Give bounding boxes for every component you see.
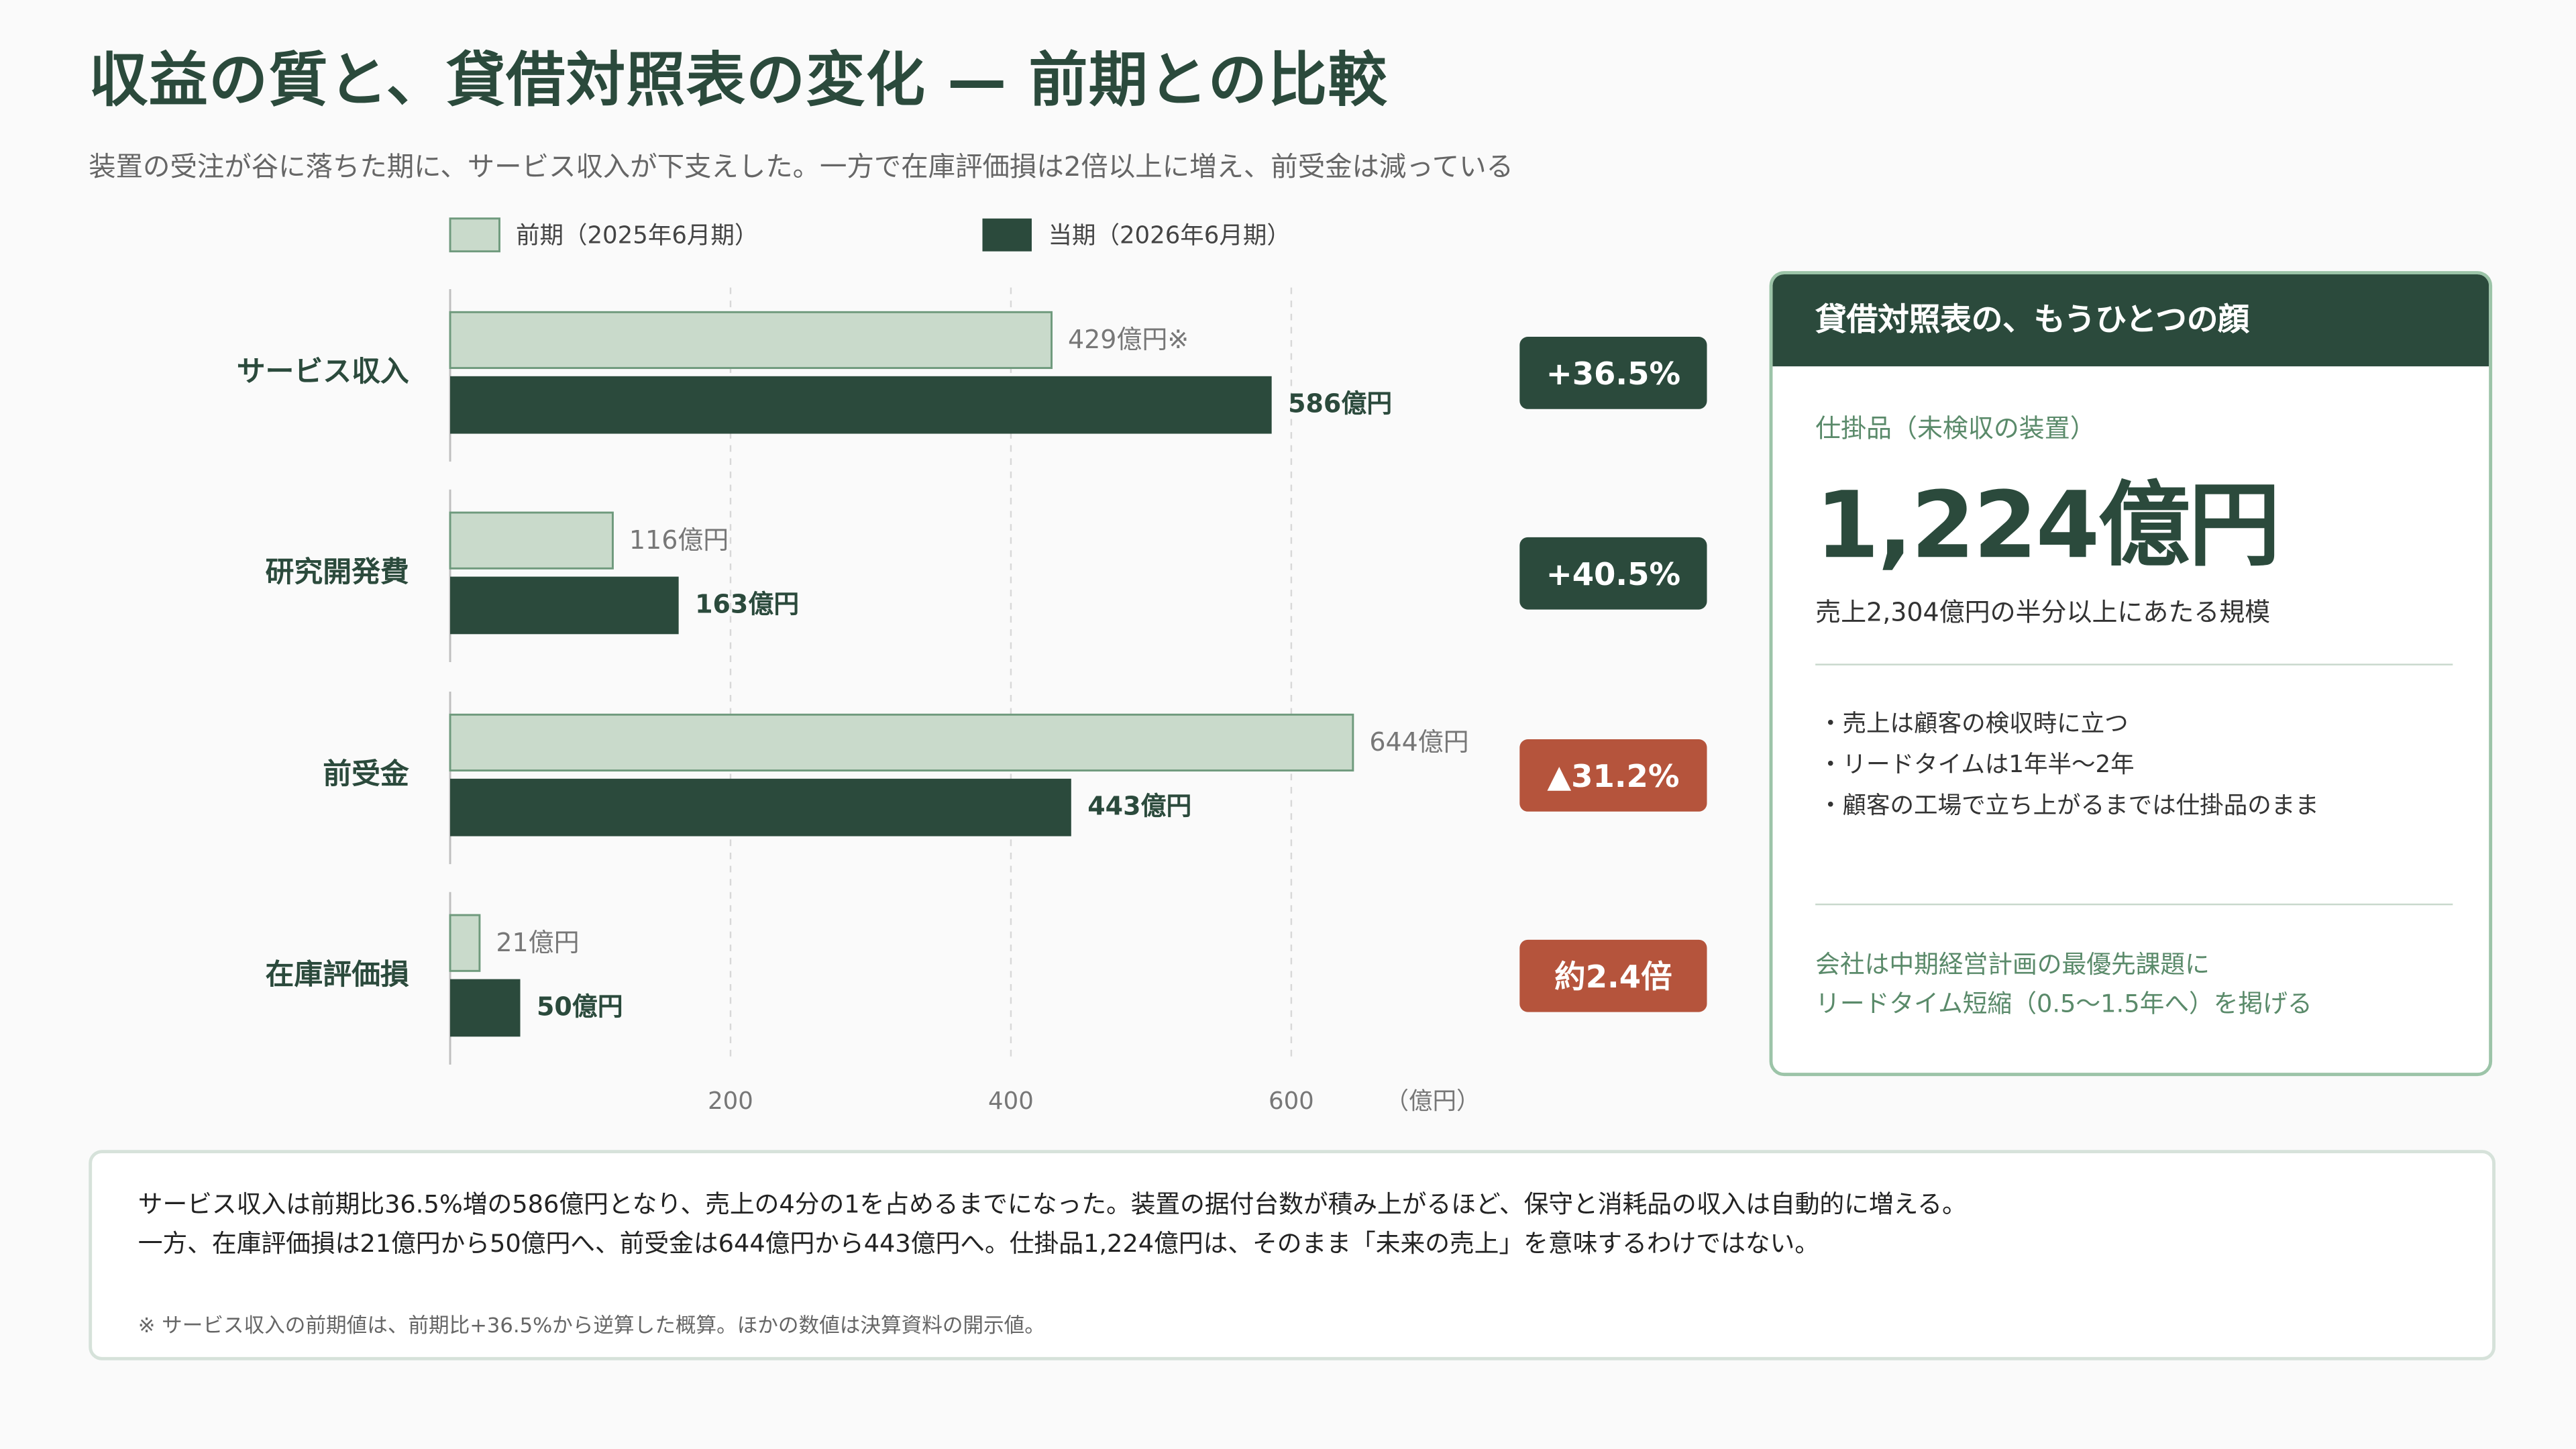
card-bullet-list: 売上は顧客の検収時に立つ リードタイムは1年半〜2年 顧客の工場で立ち上がるまで… bbox=[1819, 705, 2319, 828]
bar-previous bbox=[449, 713, 1354, 772]
page-subtitle: 装置の受注が谷に落ちた期に、サービス収入が下支えした。一方で在庫評価損は2倍以上… bbox=[89, 151, 1513, 182]
balance-sheet-card: 貸借対照表の、もうひとつの顔 仕掛品（未検収の装置） 1,224億円 売上2,3… bbox=[1769, 271, 2493, 1077]
change-badge-label: +36.5% bbox=[1546, 356, 1680, 392]
card-note-line: 会社は中期経営計画の最優先課題に bbox=[1815, 949, 2210, 979]
x-tick-label: 600 bbox=[1269, 1087, 1314, 1115]
card-bullet: 顧客の工場で立ち上がるまでは仕掛品のまま bbox=[1819, 787, 2319, 828]
card-big-value: 1,224億円 bbox=[1815, 473, 2280, 580]
bar-chart: 前期（2025年6月期） 当期（2026年6月期） サービス収入 429億円※ 58… bbox=[237, 217, 1707, 1115]
legend-label-previous: 前期（2025年6月期） bbox=[516, 221, 758, 249]
change-badge bbox=[1519, 537, 1707, 610]
summary-line: サービス収入は前期比36.5%増の586億円となり、売上の4分の1を占めるまでに… bbox=[138, 1189, 1967, 1220]
summary-line: 一方、在庫評価損は21億円から50億円へ、前受金は644億円から443億円へ。仕… bbox=[138, 1228, 1819, 1258]
x-tick-label: 200 bbox=[708, 1087, 753, 1115]
bar-previous bbox=[449, 914, 481, 972]
value-label-current: 50億円 bbox=[537, 991, 623, 1021]
summary-box: サービス収入は前期比36.5%増の586億円となり、売上の4分の1を占めるまでに… bbox=[89, 1150, 2496, 1360]
bar-current bbox=[450, 376, 1272, 434]
x-tick-label: 400 bbox=[988, 1087, 1034, 1115]
change-badge-label: 約2.4倍 bbox=[1554, 959, 1672, 995]
card-caption: 売上2,304億円の半分以上にあたる規模 bbox=[1815, 598, 2271, 628]
value-label-previous: 644億円 bbox=[1369, 727, 1468, 757]
page-title: 収益の質と、貸借対照表の変化 — 前期との比較 bbox=[89, 48, 1388, 115]
change-badge bbox=[1519, 739, 1707, 812]
x-axis-unit-label: （億円） bbox=[1385, 1087, 1481, 1115]
card-header: 貸借対照表の、もうひとつの顔 bbox=[1772, 274, 2489, 367]
value-label-previous: 21億円 bbox=[496, 928, 579, 957]
legend-swatch-previous bbox=[449, 217, 500, 253]
chart-legend: 前期（2025年6月期） 当期（2026年6月期） bbox=[449, 217, 1291, 253]
change-badge-label: ▲31.2% bbox=[1547, 758, 1679, 794]
bar-previous bbox=[449, 311, 1053, 370]
value-label-current: 163億円 bbox=[695, 589, 799, 619]
category-label: 前受金 bbox=[323, 757, 409, 791]
bar-current bbox=[450, 778, 1071, 837]
change-badge bbox=[1519, 337, 1707, 409]
card-sublabel: 仕掛品（未検収の装置） bbox=[1815, 414, 2096, 444]
card-bullet: 売上は顧客の検収時に立つ bbox=[1819, 705, 2319, 746]
bar-current bbox=[450, 576, 679, 635]
card-note: 会社は中期経営計画の最優先課題に リードタイム短縮（0.5〜1.5年へ）を掲げる bbox=[1815, 945, 2312, 1024]
change-badge-label: +40.5% bbox=[1546, 556, 1680, 592]
card-divider bbox=[1815, 663, 2453, 665]
category-label: サービス収入 bbox=[237, 355, 409, 388]
bar-previous bbox=[449, 511, 614, 570]
value-label-current: 443億円 bbox=[1087, 792, 1191, 821]
card-bullet: リードタイムは1年半〜2年 bbox=[1819, 746, 2319, 787]
category-label: 在庫評価損 bbox=[266, 958, 409, 991]
legend-label-current: 当期（2026年6月期） bbox=[1048, 221, 1290, 249]
change-badges: +36.5% +40.5% ▲31.2% 約2.4倍 bbox=[1519, 337, 1707, 1012]
legend-swatch-current bbox=[982, 218, 1032, 252]
change-badge bbox=[1519, 939, 1707, 1012]
value-label-current: 586億円 bbox=[1288, 389, 1392, 419]
card-note-line: リードタイム短縮（0.5〜1.5年へ）を掲げる bbox=[1815, 989, 2312, 1019]
category-label: 研究開発費 bbox=[266, 555, 409, 589]
card-divider bbox=[1815, 903, 2453, 906]
value-label-previous: 116億円 bbox=[629, 525, 729, 555]
chart-gridlines bbox=[729, 287, 1293, 1060]
value-label-previous: 429億円※ bbox=[1068, 325, 1189, 354]
bar-current bbox=[450, 979, 521, 1037]
summary-footnote: ※ サービス収入の前期値は、前期比+36.5%から逆算した概算。ほかの数値は決算… bbox=[138, 1312, 1045, 1338]
x-axis-ticks: 200 400 600 bbox=[708, 1087, 1314, 1115]
